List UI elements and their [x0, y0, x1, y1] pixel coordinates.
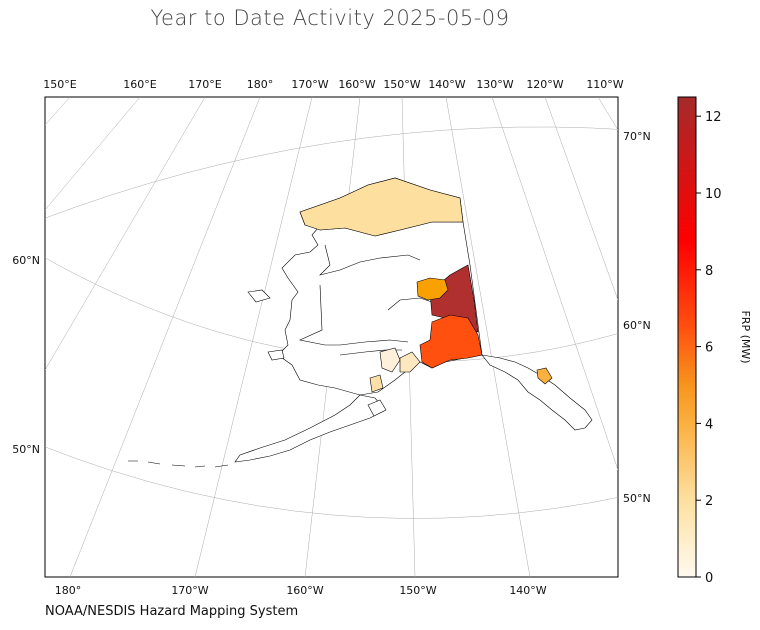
top-lon-label: 160°W — [338, 78, 375, 91]
right-lat-label: 50°N — [623, 492, 651, 505]
colorbar-tick-label: 6 — [705, 341, 713, 356]
top-lon-label: 170°W — [291, 78, 328, 91]
region-yukon-flats — [429, 264, 479, 333]
nunivak-island — [267, 349, 285, 361]
colorbar-ticks: 0 2 4 6 8 10 12 — [696, 110, 722, 586]
left-latitude-labels: 60°N 50°N — [12, 254, 40, 456]
colorbar: 0 2 4 6 8 10 12 FRP (MW) — [677, 96, 752, 586]
colorbar-tick-label: 8 — [705, 264, 713, 279]
map-title: Year to Date Activity 2025-05-09 — [150, 6, 510, 30]
bottom-lon-label: 140°W — [509, 584, 546, 597]
colorbar-tick-label: 2 — [705, 494, 713, 509]
top-lon-label: 170°E — [188, 78, 221, 91]
colorbar-label: FRP (MW) — [739, 310, 752, 363]
alaska-panhandle — [481, 354, 593, 431]
colorbar-tick-label: 0 — [705, 571, 713, 586]
top-lon-label: 150°W — [383, 78, 420, 91]
region-matsu — [369, 374, 384, 393]
right-lat-label: 60°N — [623, 319, 651, 332]
bottom-lon-label: 150°W — [399, 584, 436, 597]
st-lawrence-island — [247, 289, 271, 303]
colorbar-tick-label: 10 — [705, 187, 722, 202]
top-lon-label: 110°W — [586, 78, 623, 91]
bottom-lon-label: 170°W — [171, 584, 208, 597]
colorbar-gradient — [677, 96, 697, 578]
right-latitude-labels: 70°N 60°N 50°N — [623, 130, 651, 505]
bottom-lon-label: 160°W — [286, 584, 323, 597]
region-north-slope — [299, 177, 464, 237]
region-haines — [536, 367, 553, 385]
graticule — [45, 97, 618, 577]
top-lon-label: 180° — [247, 78, 274, 91]
top-lon-label: 140°W — [428, 78, 465, 91]
left-lat-label: 50°N — [12, 443, 40, 456]
kodiak-island — [367, 399, 387, 417]
top-lon-label: 160°E — [123, 78, 156, 91]
top-lon-label: 120°W — [526, 78, 563, 91]
alaska-peninsula — [234, 394, 386, 463]
region-kenai — [379, 347, 401, 373]
colorbar-tick-label: 12 — [705, 110, 722, 125]
region-fairbanks — [416, 277, 449, 301]
bottom-lon-label: 180° — [55, 584, 82, 597]
aleutian-islands — [128, 460, 229, 468]
region-southeast-fairbanks — [419, 314, 483, 369]
top-lon-label: 150°E — [43, 78, 76, 91]
right-lat-label: 70°N — [623, 130, 651, 143]
top-lon-label: 130°W — [476, 78, 513, 91]
credit-text: NOAA/NESDIS Hazard Mapping System — [45, 604, 299, 619]
bottom-longitude-labels: 180° 170°W 160°W 150°W 140°W — [55, 584, 547, 597]
region-anchorage — [399, 351, 421, 373]
colorbar-tick-label: 4 — [705, 417, 713, 432]
left-lat-label: 60°N — [12, 254, 40, 267]
top-longitude-labels: 150°E 160°E 170°E 180° 170°W 160°W 150°W… — [43, 78, 624, 91]
alaska-map — [128, 177, 593, 468]
